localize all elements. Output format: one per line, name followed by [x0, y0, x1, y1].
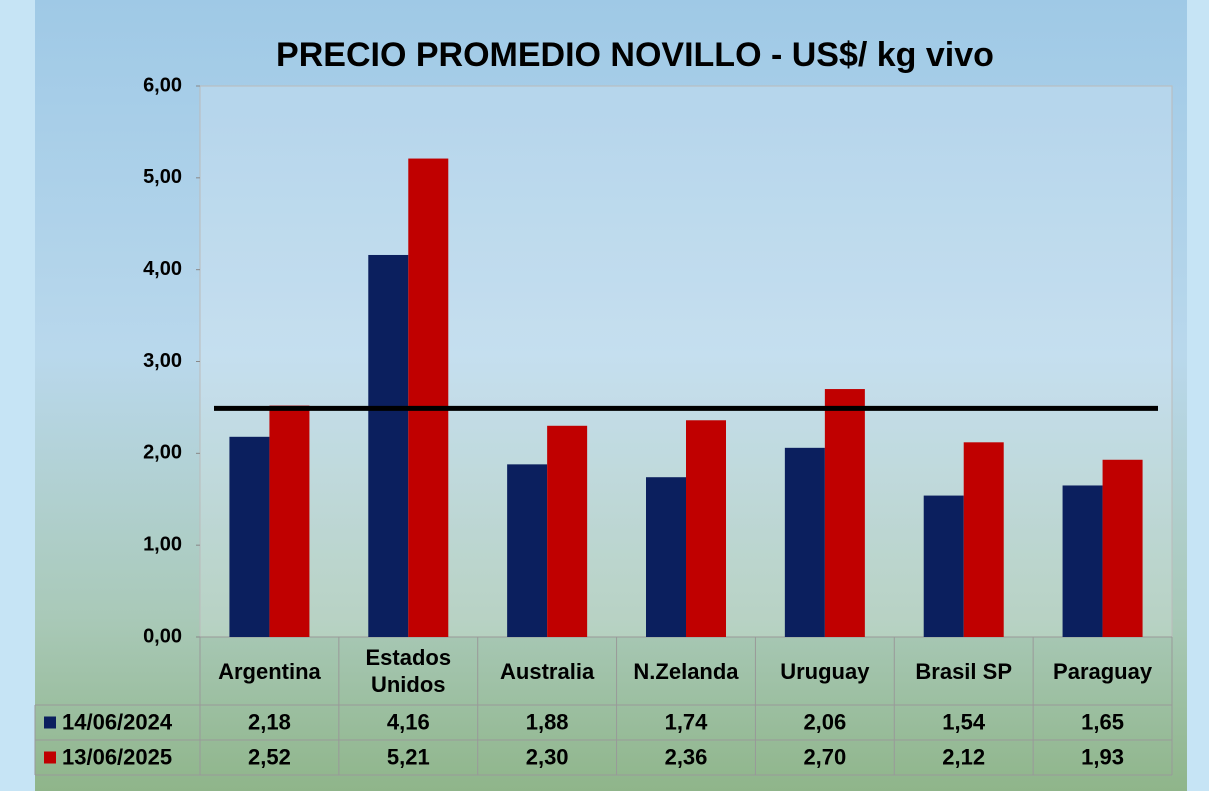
x-tick-label: Brasil SP: [915, 658, 1012, 684]
bar: [547, 425, 588, 637]
bar: [408, 158, 449, 637]
x-tick-label: N.Zelanda: [633, 658, 739, 684]
table-value: 1,65: [1081, 709, 1124, 734]
y-tick-label: 4,00: [143, 258, 182, 280]
bar: [269, 405, 310, 637]
x-tick-label: Estados Unidos: [365, 645, 452, 697]
bar: [686, 420, 726, 637]
bar: [784, 447, 825, 637]
table-value: 2,70: [803, 744, 846, 769]
table-value: 2,52: [248, 744, 291, 769]
bar: [646, 477, 686, 637]
legend-label: 13/06/2025: [62, 744, 172, 769]
background: [35, 0, 1187, 791]
table-value: 2,36: [665, 744, 708, 769]
legend-swatch: [44, 716, 56, 729]
bar: [368, 254, 409, 637]
table-value: 4,16: [387, 709, 430, 734]
y-tick-label: 3,00: [143, 350, 182, 372]
legend-swatch: [44, 751, 56, 764]
table-value: 1,54: [942, 709, 986, 734]
bar: [824, 389, 865, 637]
table-value: 2,30: [526, 744, 569, 769]
x-tick-label: Argentina: [218, 658, 321, 684]
bar: [507, 464, 548, 637]
bar: [1102, 459, 1143, 637]
table-value: 2,18: [248, 709, 291, 734]
table-value: 2,12: [942, 744, 985, 769]
x-tick-label: Uruguay: [780, 658, 870, 684]
y-tick-label: 2,00: [143, 442, 182, 464]
bar: [1062, 485, 1103, 637]
table-value: 1,93: [1081, 744, 1124, 769]
table-value: 1,74: [665, 709, 709, 734]
x-tick-label: Paraguay: [1053, 658, 1153, 684]
chart-title: PRECIO PROMEDIO NOVILLO - US$/ kg vivo: [276, 36, 994, 74]
y-tick-label: 6,00: [143, 74, 182, 96]
y-tick-label: 5,00: [143, 166, 182, 188]
bar: [923, 495, 964, 637]
legend-label: 14/06/2024: [62, 709, 173, 734]
table-value: 5,21: [387, 744, 430, 769]
table-value: 2,06: [803, 709, 846, 734]
y-tick-label: 0,00: [143, 625, 182, 647]
bar: [229, 436, 270, 637]
bar: [963, 442, 1004, 637]
x-tick-label: Australia: [500, 658, 595, 684]
y-tick-label: 1,00: [143, 533, 182, 555]
table-value: 1,88: [526, 709, 569, 734]
